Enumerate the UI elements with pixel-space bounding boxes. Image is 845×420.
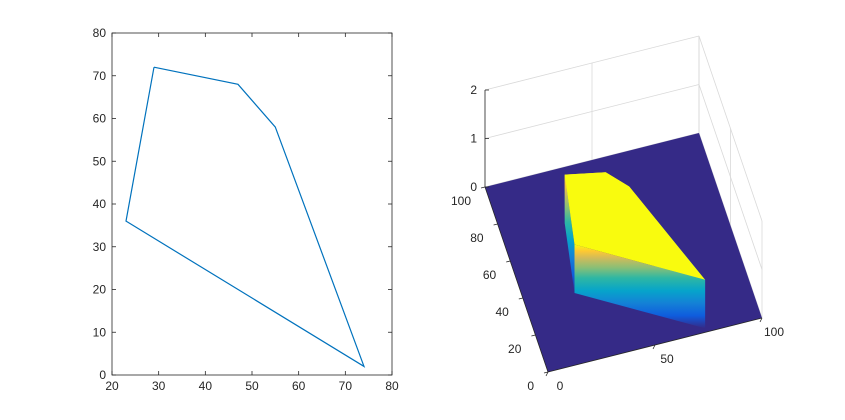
- surface-raised-region: [564, 172, 706, 329]
- surface-y-tick-label: 100: [451, 194, 471, 208]
- surface-x-tick-label: 100: [764, 325, 784, 339]
- surface-side-wall: [564, 174, 575, 293]
- surface-x-tick-label: 50: [660, 352, 674, 366]
- surface-y-tick-mark: [506, 260, 511, 263]
- y-tick-label: 10: [93, 325, 107, 339]
- surface-y-tick-label: 0: [527, 379, 534, 393]
- x-tick-label: 70: [339, 379, 353, 393]
- surface-side-wall: [574, 244, 706, 329]
- surface-y-tick-mark: [493, 223, 498, 226]
- surface-z-tick-label: 2: [470, 83, 477, 97]
- surface-y-tick-label: 40: [495, 305, 509, 319]
- y-tick-label: 70: [93, 69, 107, 83]
- y-tick-label: 60: [93, 112, 107, 126]
- surface-y-tick-label: 60: [483, 268, 497, 282]
- plot-ticks: 20 30 40 50 60 70 80 0 10 20 30 40 50 60 70 80: [93, 26, 399, 393]
- surface-y-tick-label: 80: [470, 231, 484, 245]
- surface-y-tick-mark: [543, 371, 549, 374]
- surface-x-tick-label: 0: [557, 379, 564, 393]
- y-tick-label: 40: [93, 197, 107, 211]
- surface-z-tick-label: 1: [470, 132, 477, 146]
- polygon-line-plot: 20 30 40 50 60 70 80 0 10 20 30 40 50 60 70 80: [93, 26, 399, 393]
- y-tick-label: 80: [93, 26, 107, 40]
- surface-x-tick-mark: [652, 344, 656, 350]
- surface-y-tick-mark: [518, 297, 523, 300]
- y-axis-line: [484, 186, 549, 373]
- surface-y-tick-mark: [531, 334, 536, 337]
- surface-z-tick-label: 0: [470, 180, 477, 194]
- x-tick-label: 80: [385, 379, 399, 393]
- surface-y-tick-mark: [480, 186, 486, 189]
- y-tick-label: 20: [93, 283, 107, 297]
- surface-y-tick-label: 20: [508, 342, 522, 356]
- surface-top-face: [564, 172, 706, 280]
- y-tick-label: 50: [93, 154, 107, 168]
- x-tick-label: 40: [199, 379, 213, 393]
- y-tick-label: 0: [99, 368, 106, 382]
- x-tick-label: 60: [292, 379, 306, 393]
- x-tick-label: 20: [105, 379, 119, 393]
- x-tick-label: 30: [152, 379, 166, 393]
- surface-x-tick-mark: [545, 371, 549, 377]
- x-tick-label: 50: [245, 379, 259, 393]
- polygon-series-line: [125, 66, 366, 368]
- y-tick-label: 30: [93, 240, 107, 254]
- plot-axes-box: [111, 32, 393, 376]
- surface-x-tick-mark: [759, 317, 763, 323]
